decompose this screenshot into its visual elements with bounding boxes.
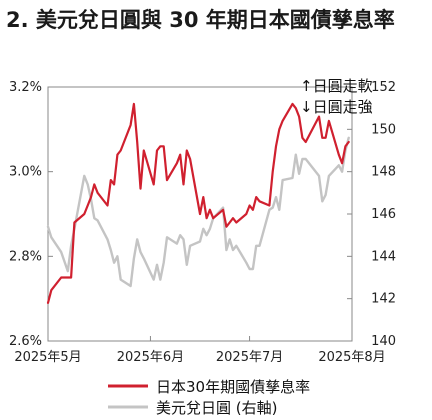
y-right-tick-label: 150 (371, 122, 396, 137)
x-tick-label: 2025年6月 (117, 350, 184, 365)
y-left-tick-label: 3.2% (9, 80, 42, 95)
chart-axes: 2.6% 2.8% 3.0% 3.2% 140 142 144 146 148 150 152 202… (9, 80, 396, 365)
x-tick-label: 2025年5月 (14, 350, 81, 365)
y-right-tick-label: 142 (371, 292, 396, 307)
series-line-usdjpy (46, 136, 350, 288)
chart-legend: 日本30年期國債孳息率 美元兌日圓 (右軸) (108, 378, 310, 417)
y-left-tick-label: 2.6% (9, 334, 42, 349)
y-left-tick-label: 3.0% (9, 165, 42, 180)
annotation-yen-stronger: ↓日圓走強 (300, 98, 373, 116)
y-right-tick-label: 148 (371, 165, 396, 180)
legend-label-jgb-30y: 日本30年期國債孳息率 (156, 378, 310, 396)
y-right-tick-label: 144 (371, 249, 396, 264)
y-right-tick-label: 152 (371, 80, 396, 95)
chart-series (46, 102, 350, 304)
annotation-yen-weaker: ↑日圓走軟 (300, 77, 373, 95)
y-right-tick-label: 140 (371, 334, 396, 349)
chart-title: 2. 美元兌日圓與 30 年期日本國債孳息率 (6, 8, 395, 32)
y-right-tick-label: 146 (371, 207, 396, 222)
series-line-jgb-30y-yield (46, 102, 350, 304)
x-tick-label: 2025年7月 (216, 350, 283, 365)
legend-label-usdjpy: 美元兌日圓 (右軸) (156, 399, 277, 417)
x-tick-label: 2025年8月 (318, 350, 385, 365)
y-left-tick-label: 2.8% (9, 249, 42, 264)
